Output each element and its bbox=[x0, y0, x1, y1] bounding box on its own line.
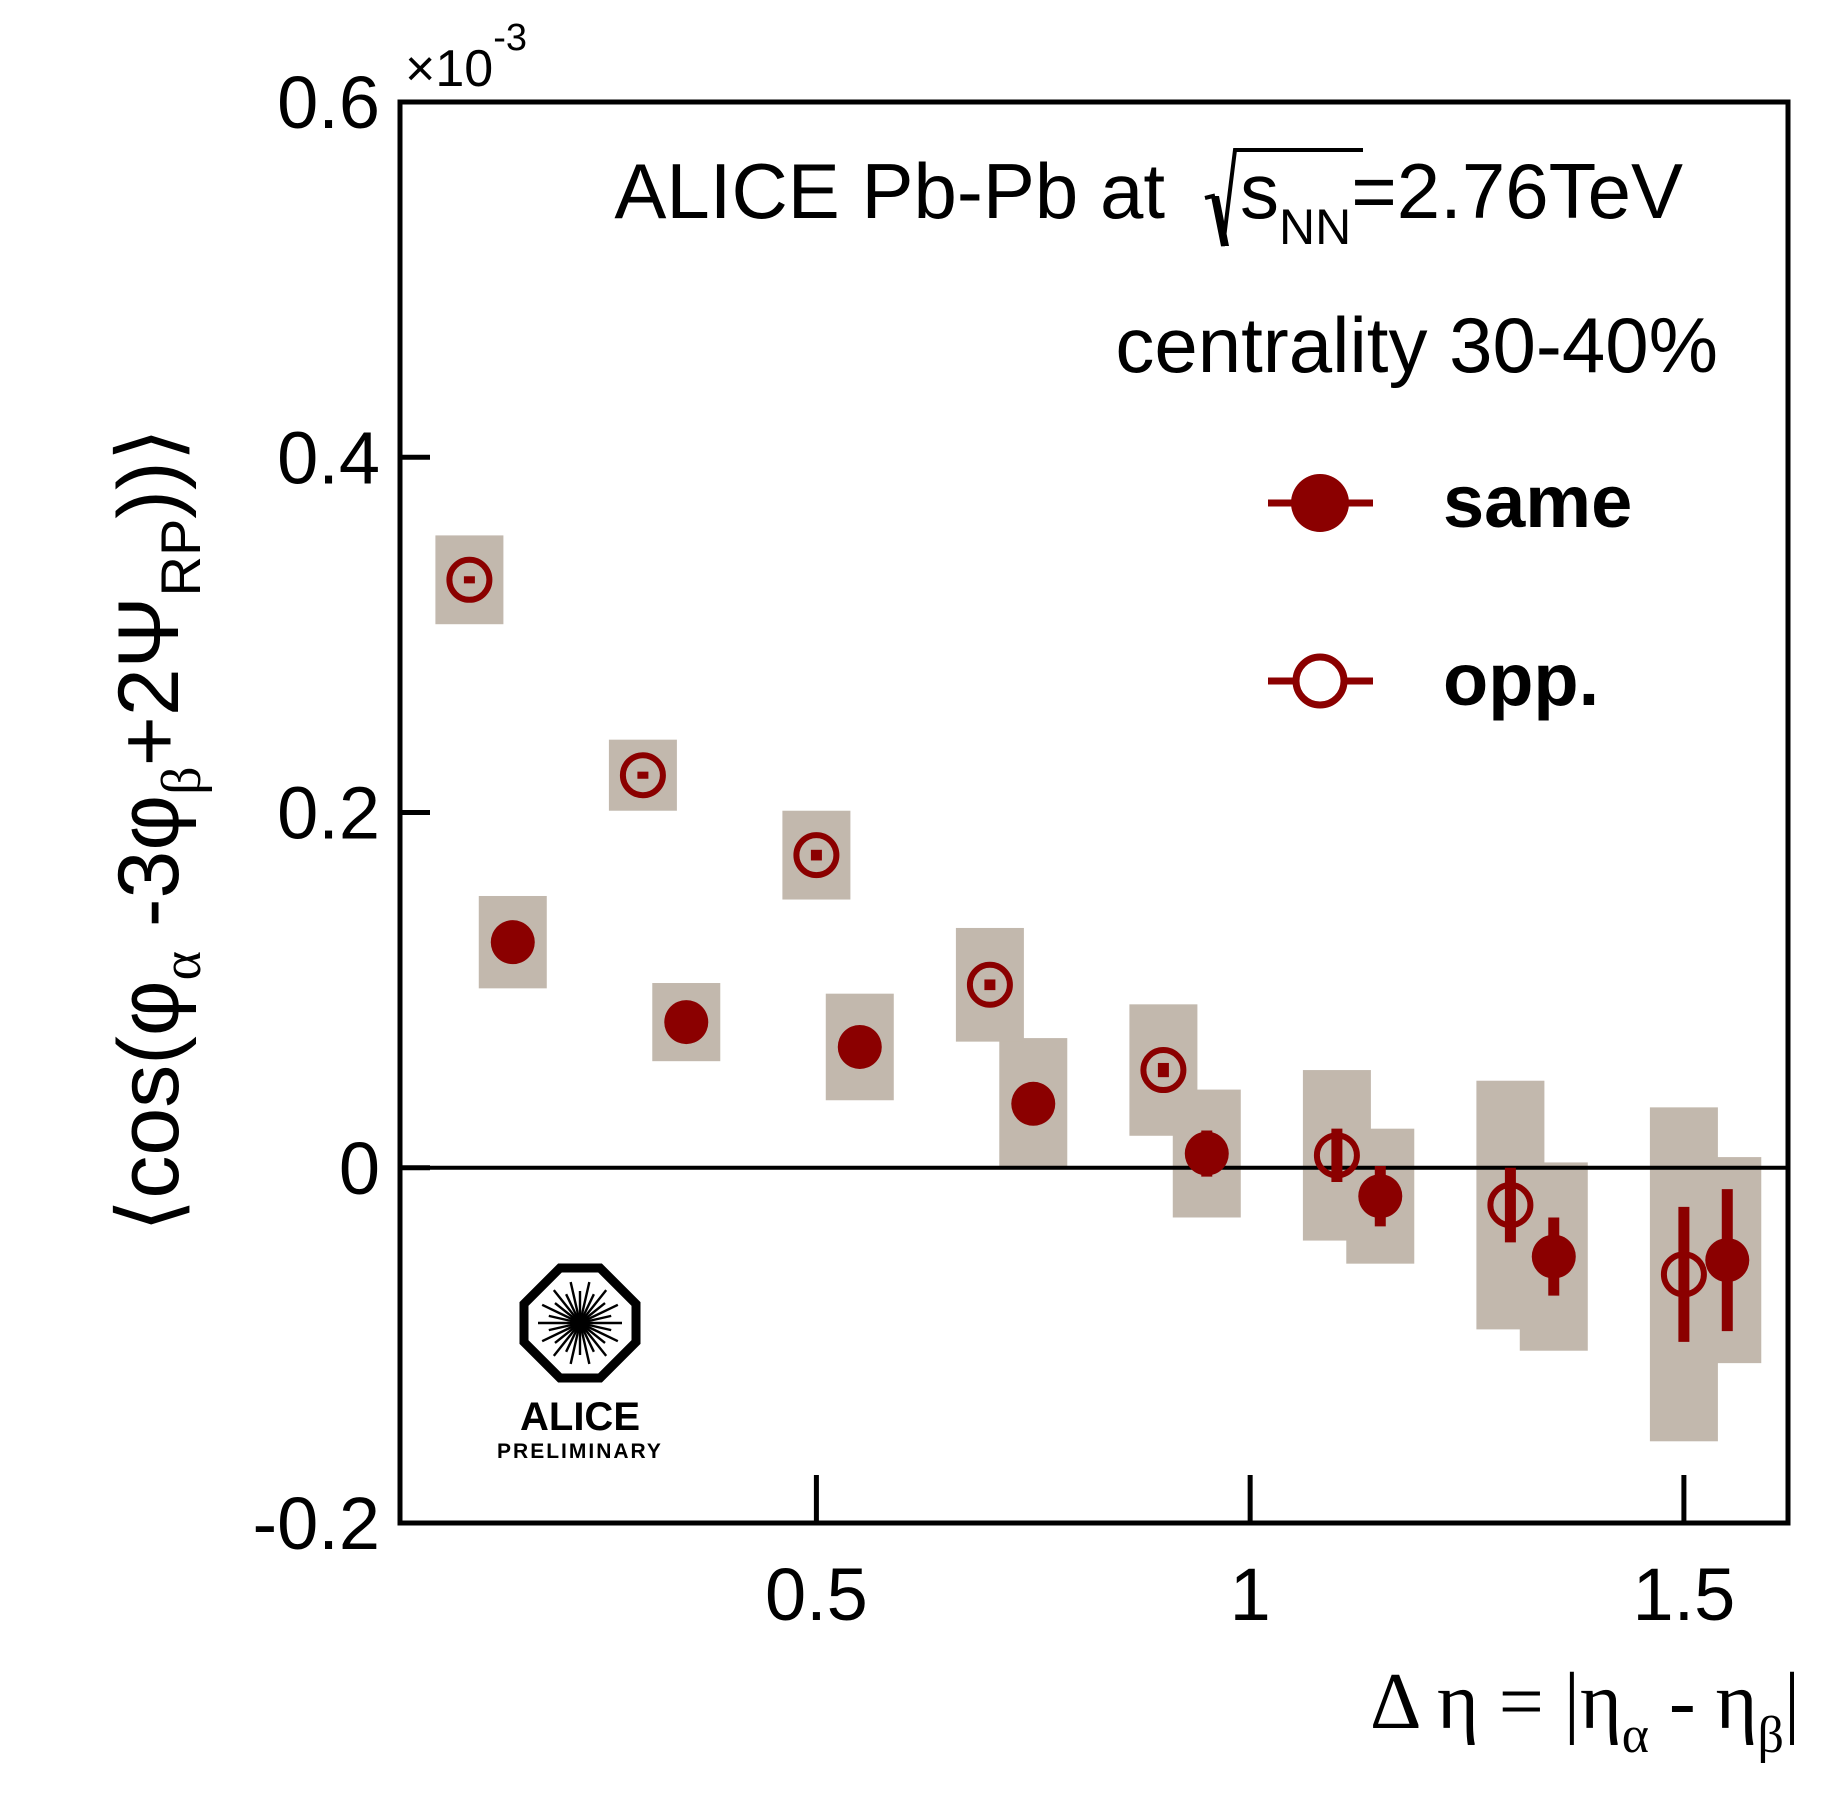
energy-sqrt-arg: s bbox=[1240, 147, 1279, 235]
y-multiplier-base: ×10 bbox=[405, 40, 493, 98]
x-label-sub-beta: β bbox=[1758, 1707, 1784, 1764]
alice-logo-rays bbox=[538, 1281, 622, 1365]
energy-value: =2.76TeV bbox=[1351, 147, 1683, 235]
point-same-7 bbox=[1705, 1238, 1750, 1283]
y-multiplier-exp: -3 bbox=[493, 17, 527, 59]
axis-ticks: -0.2 0 0.2 0.4 0.6 0.5 1 1.5 bbox=[252, 61, 1735, 1636]
x-axis-label: Δ η = |ηα - ηβ| bbox=[1370, 1658, 1800, 1764]
x-tick-label-1: 1 bbox=[1230, 1553, 1271, 1636]
y-tick-label-3: 0.4 bbox=[277, 416, 380, 499]
point-same-5 bbox=[1358, 1174, 1403, 1219]
y-label-part3: +2Ψ bbox=[101, 596, 197, 766]
point-opp-5 bbox=[1313, 1132, 1360, 1179]
alice-logo-ray-10 bbox=[552, 1322, 581, 1357]
x-label-suffix: | bbox=[1784, 1658, 1800, 1746]
point-opp-0 bbox=[446, 556, 493, 603]
x-tick-label-0: 0.5 bbox=[765, 1553, 868, 1636]
y-label-sub-rp: RP bbox=[149, 519, 212, 597]
alice-logo-ray-20 bbox=[569, 1281, 582, 1324]
energy-sqrt-subscript: NN bbox=[1279, 199, 1351, 255]
x-label-middle: - η bbox=[1649, 1658, 1757, 1746]
data-points bbox=[446, 556, 1750, 1298]
point-opp-3 bbox=[966, 961, 1013, 1008]
y-tick-label-1: 0 bbox=[339, 1127, 380, 1210]
legend-marker-same bbox=[1291, 474, 1349, 532]
legend-entry-same: same bbox=[1268, 460, 1632, 543]
chart-subtitle: centrality 30-40% bbox=[1115, 301, 1718, 389]
point-opp-6 bbox=[1487, 1182, 1534, 1229]
alice-logo-ray-2 bbox=[579, 1321, 619, 1343]
alice-logo-ray-18 bbox=[552, 1289, 581, 1324]
alice-logo-ray-6 bbox=[578, 1322, 591, 1365]
alice-logo-name: ALICE bbox=[520, 1395, 640, 1439]
y-label-part1: ⟨cos(φ bbox=[101, 980, 197, 1232]
point-same-6 bbox=[1531, 1234, 1576, 1279]
legend-entry-opp: opp. bbox=[1268, 638, 1599, 721]
point-opp-1 bbox=[619, 752, 666, 799]
alice-logo-ray-22 bbox=[578, 1281, 591, 1324]
alice-logo-ray-16 bbox=[541, 1303, 581, 1325]
alice-logo-ray-24 bbox=[579, 1289, 608, 1324]
point-same-4 bbox=[1184, 1131, 1229, 1176]
point-opp-2 bbox=[793, 832, 840, 879]
point-same-1 bbox=[664, 1000, 709, 1045]
alice-logo-ray-4 bbox=[579, 1322, 608, 1357]
legend: same opp. bbox=[1268, 460, 1632, 721]
alice-logo-label: PRELIMINARY bbox=[497, 1440, 663, 1463]
point-opp-7 bbox=[1660, 1251, 1707, 1298]
x-label-sub-alpha: α bbox=[1622, 1707, 1649, 1764]
sqrt-symbol bbox=[1204, 148, 1363, 247]
point-same-0 bbox=[490, 920, 535, 965]
alice-logo: ALICE PRELIMINARY bbox=[497, 1263, 663, 1463]
alice-logo-ray-27 bbox=[579, 1314, 612, 1325]
legend-label-same: same bbox=[1443, 460, 1632, 543]
y-label-part4: ))⟩ bbox=[101, 428, 197, 519]
y-multiplier: ×10-3 bbox=[405, 17, 527, 98]
chart-title: ALICE Pb-Pb at bbox=[614, 147, 1165, 235]
energy-label: sNN=2.76TeV bbox=[1240, 147, 1683, 255]
y-axis-label: ⟨cos(φα -3φβ+2ΨRP))⟩ bbox=[101, 428, 213, 1232]
y-label-sub-alpha: α bbox=[151, 951, 213, 980]
x-label-prefix: Δ η = |η bbox=[1370, 1658, 1622, 1746]
legend-marker-opp bbox=[1292, 653, 1348, 709]
point-same-2 bbox=[837, 1024, 882, 1069]
y-tick-label-0: -0.2 bbox=[252, 1482, 380, 1565]
alice-logo-ray-12 bbox=[541, 1321, 581, 1343]
y-label-sub-beta: β bbox=[151, 766, 213, 795]
legend-label-opp: opp. bbox=[1443, 638, 1599, 721]
x-tick-label-2: 1.5 bbox=[1632, 1553, 1735, 1636]
y-tick-label-4: 0.6 bbox=[277, 61, 380, 144]
point-same-3 bbox=[1011, 1081, 1056, 1126]
y-tick-label-2: 0.2 bbox=[277, 772, 380, 855]
y-label-part2: -3φ bbox=[101, 795, 197, 951]
alice-logo-ray-26 bbox=[579, 1303, 619, 1325]
alice-logo-ray-8 bbox=[569, 1322, 582, 1365]
point-opp-4 bbox=[1140, 1047, 1187, 1094]
